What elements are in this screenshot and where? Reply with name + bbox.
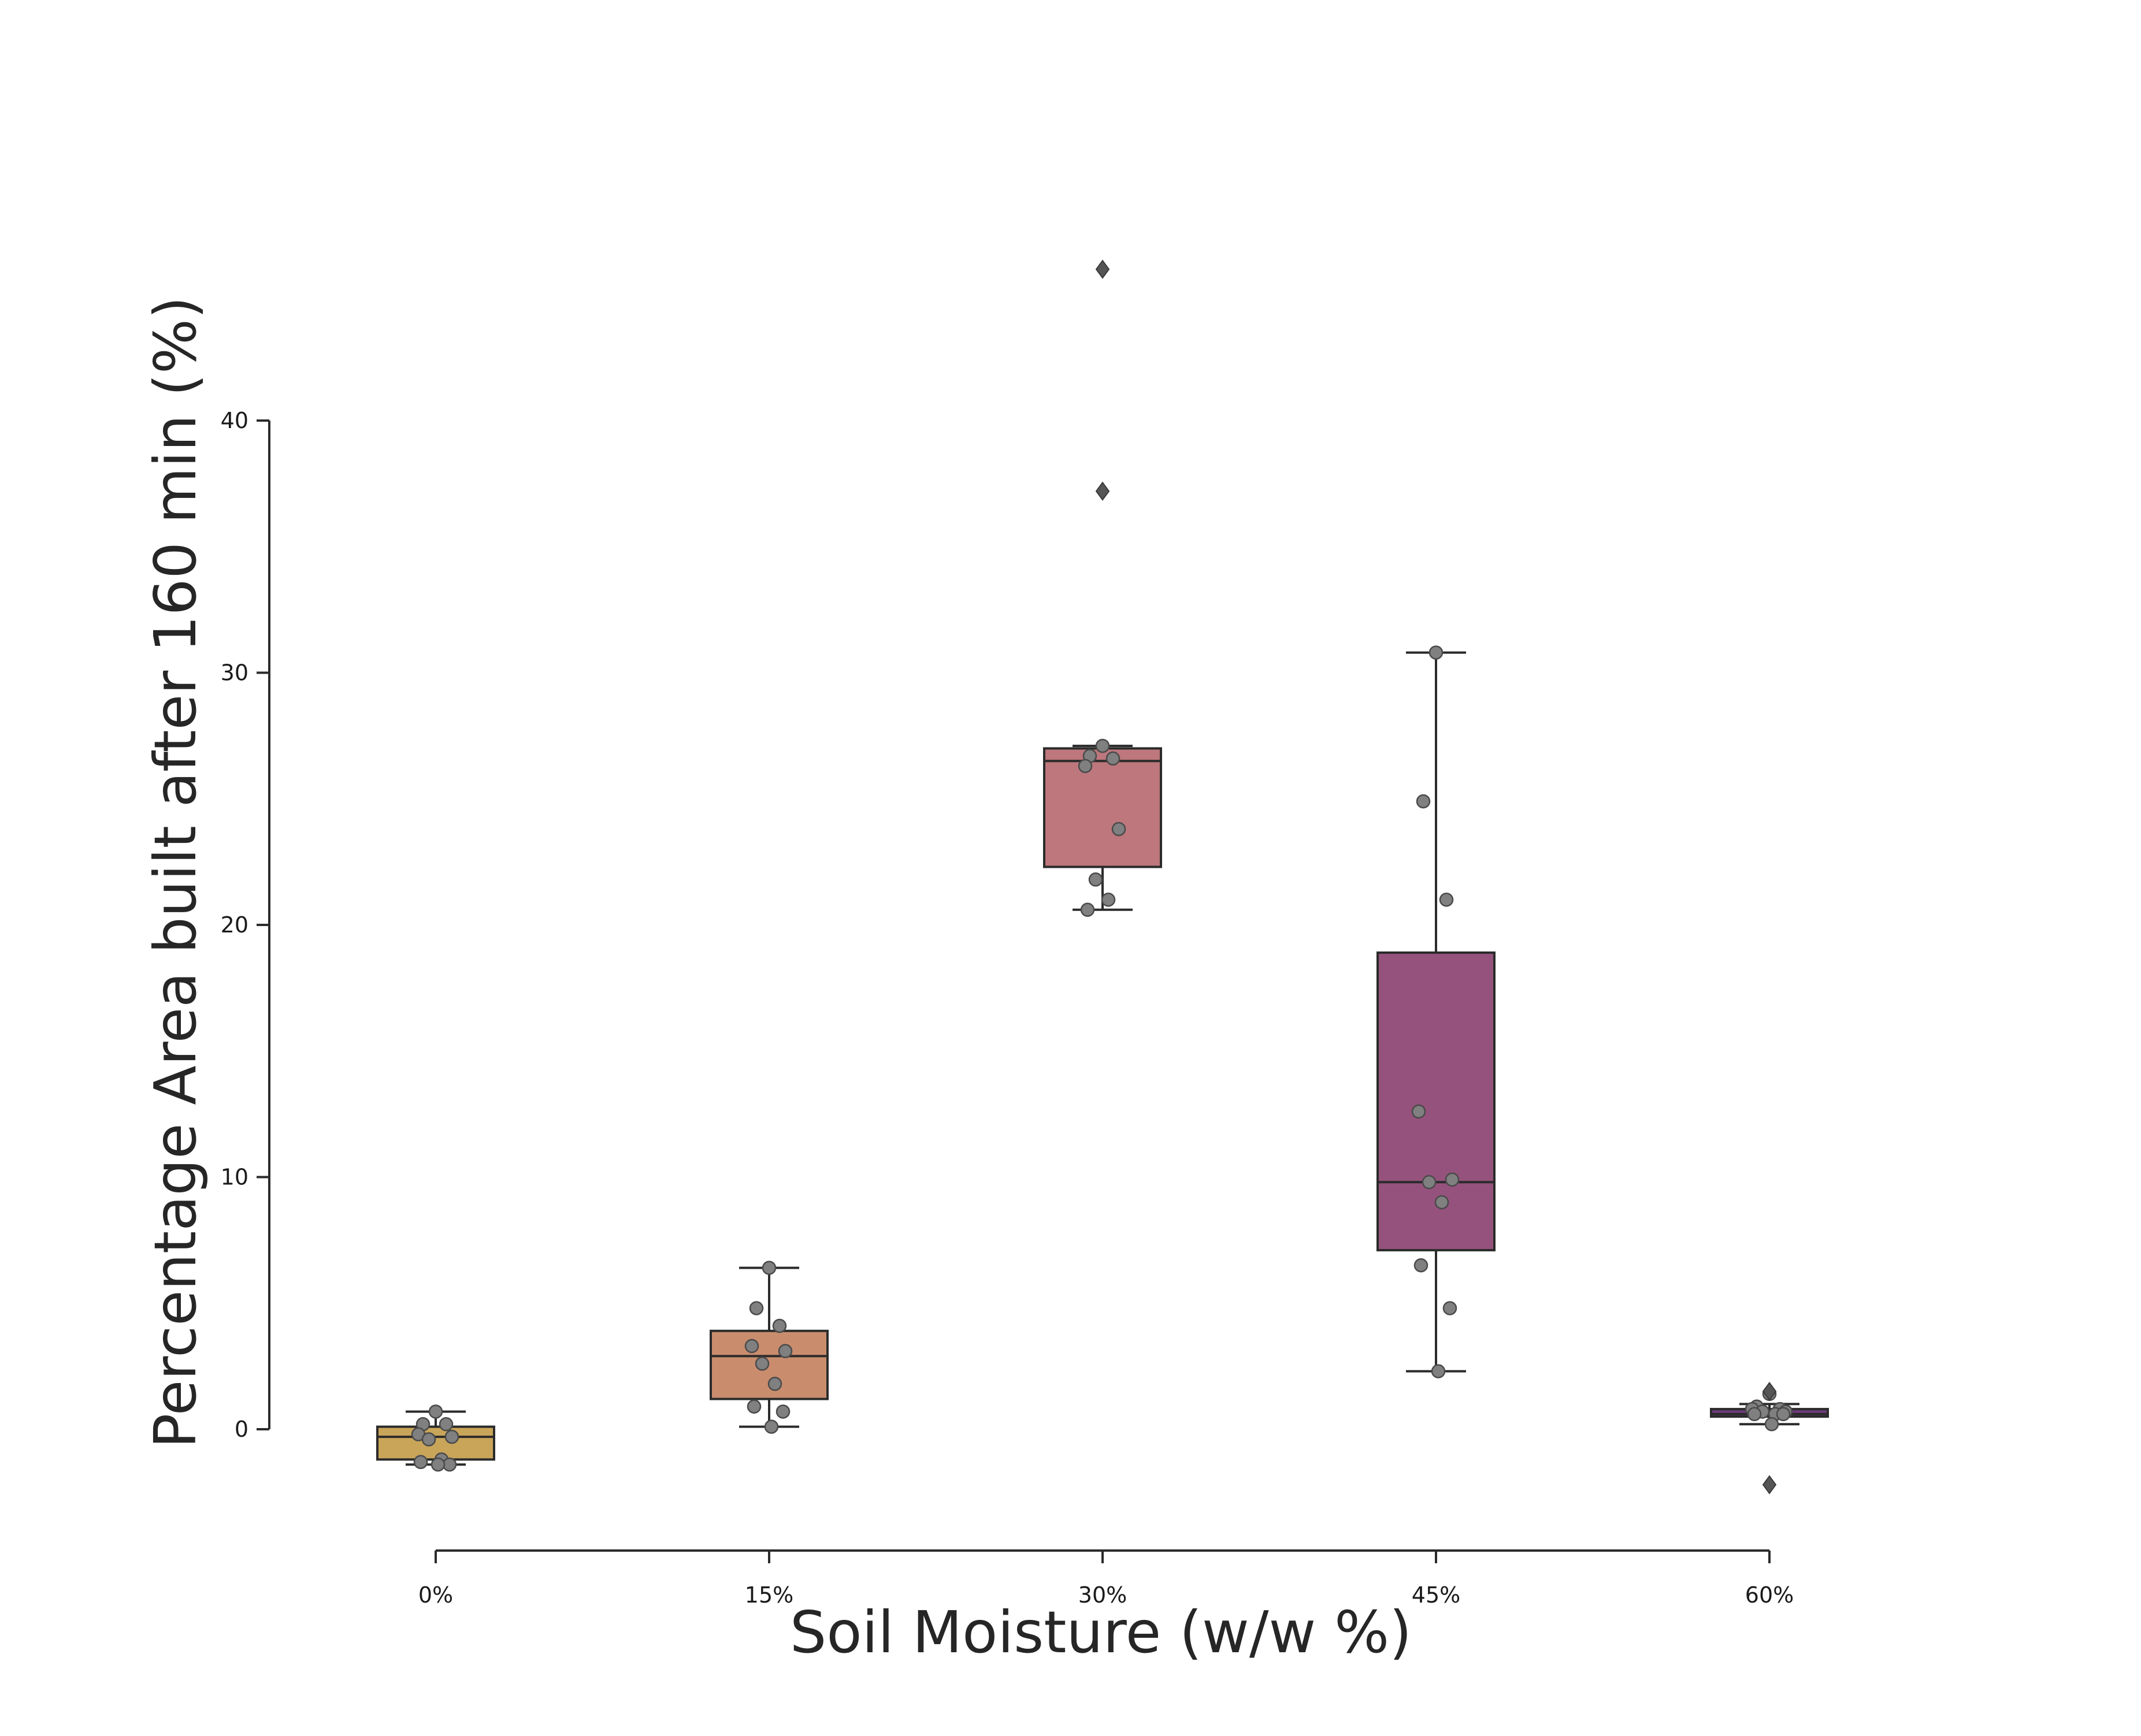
y-tick-label: 30 bbox=[221, 660, 248, 686]
data-point bbox=[764, 1419, 779, 1434]
data-point bbox=[1439, 893, 1454, 907]
y-tick-label: 10 bbox=[221, 1165, 248, 1190]
data-point bbox=[1411, 1104, 1426, 1119]
x-tick-label: 45% bbox=[1412, 1582, 1460, 1608]
data-point bbox=[1428, 645, 1444, 660]
data-point bbox=[1088, 872, 1103, 887]
data-point bbox=[1095, 738, 1110, 753]
data-point bbox=[772, 1318, 787, 1333]
x-tick-label: 15% bbox=[745, 1582, 793, 1608]
x-axis: 0% 15% 30% 45% 60% bbox=[418, 1549, 1794, 1608]
data-point bbox=[1776, 1407, 1791, 1422]
data-point bbox=[1111, 821, 1126, 837]
data-point bbox=[442, 1457, 457, 1472]
x-tick-label: 30% bbox=[1078, 1582, 1127, 1608]
data-point bbox=[762, 1261, 777, 1275]
data-point bbox=[1422, 1174, 1437, 1189]
data-point bbox=[1764, 1417, 1779, 1432]
box-group bbox=[376, 1404, 495, 1472]
box-group bbox=[710, 1261, 829, 1434]
data-point bbox=[439, 1417, 454, 1432]
box-group bbox=[1043, 259, 1162, 917]
data-point bbox=[749, 1301, 764, 1315]
data-point bbox=[1101, 893, 1116, 907]
data-point bbox=[1080, 902, 1095, 917]
data-point bbox=[1105, 751, 1120, 766]
data-point bbox=[775, 1404, 791, 1419]
x-tick-label: 60% bbox=[1745, 1582, 1794, 1608]
data-point bbox=[744, 1339, 759, 1354]
data-point bbox=[1078, 759, 1093, 774]
data-point bbox=[428, 1404, 443, 1419]
y-tick-label: 20 bbox=[221, 912, 248, 938]
outlier-point bbox=[1762, 1475, 1777, 1495]
box-iqr bbox=[376, 1425, 495, 1461]
data-point bbox=[413, 1455, 428, 1469]
outlier-point bbox=[1095, 481, 1110, 501]
box-group bbox=[1710, 1381, 1829, 1495]
box-iqr bbox=[1043, 747, 1162, 868]
data-point bbox=[1445, 1172, 1460, 1187]
boxes-layer bbox=[376, 259, 1829, 1495]
y-axis: 0 10 20 30 40 bbox=[221, 408, 270, 1442]
y-tick-label: 40 bbox=[221, 408, 248, 433]
data-point bbox=[747, 1399, 762, 1414]
data-point bbox=[778, 1344, 793, 1358]
x-axis-label: Soil Moisture (w/w %) bbox=[790, 1599, 1412, 1666]
data-point bbox=[755, 1356, 770, 1371]
box-group bbox=[1376, 645, 1496, 1378]
data-point bbox=[767, 1377, 782, 1391]
data-point bbox=[444, 1429, 459, 1444]
data-point bbox=[1416, 794, 1431, 809]
y-axis-label: Percentage Area built after 160 min (%) bbox=[142, 296, 209, 1448]
y-tick-label: 0 bbox=[235, 1417, 248, 1442]
x-tick-label: 0% bbox=[418, 1582, 453, 1608]
data-point bbox=[421, 1432, 436, 1447]
data-point bbox=[1747, 1407, 1762, 1422]
data-point bbox=[1434, 1195, 1449, 1210]
outlier-point bbox=[1095, 259, 1110, 279]
data-point bbox=[1442, 1301, 1457, 1315]
data-point bbox=[1413, 1258, 1428, 1273]
outlier-point bbox=[1762, 1381, 1777, 1402]
data-point bbox=[1431, 1364, 1446, 1378]
data-point bbox=[431, 1457, 446, 1472]
